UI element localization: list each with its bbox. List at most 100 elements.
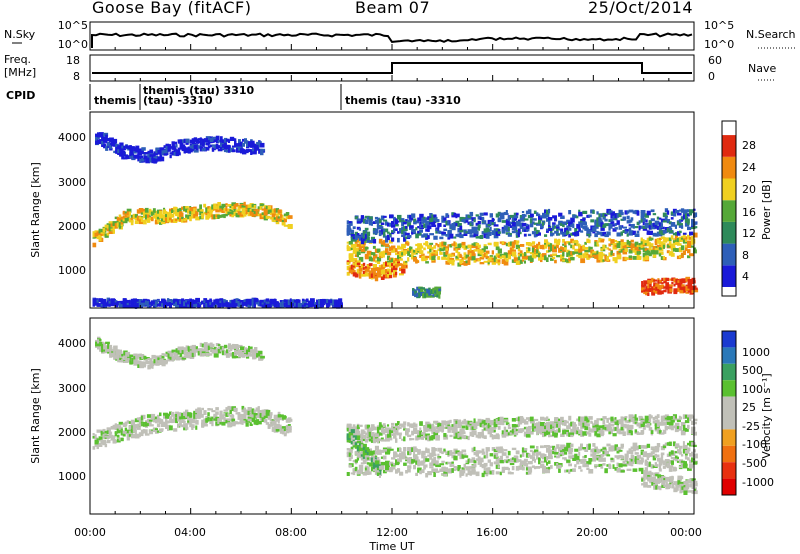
power-cell-2 <box>235 298 239 304</box>
velocity-cell-2 <box>380 461 386 466</box>
power-cell-4 <box>560 222 564 226</box>
power-cell-0 <box>140 212 143 215</box>
power-cell-1 <box>199 138 203 144</box>
velocity-cell-0 <box>227 405 231 410</box>
power-cell-3 <box>531 247 535 253</box>
power-cell-4 <box>610 221 615 224</box>
power-cell-4 <box>433 219 437 224</box>
velocity-cell-1 <box>169 352 174 356</box>
power-cell-4 <box>670 222 676 227</box>
power-cell-3 <box>576 240 579 244</box>
power-cell-3 <box>493 241 499 247</box>
power-cell-3 <box>457 262 462 267</box>
velocity-cell-2 <box>509 463 515 466</box>
power-cell-5 <box>374 272 379 276</box>
power-cell-1 <box>153 159 157 164</box>
power-cell-0 <box>132 215 137 219</box>
power-cell-3 <box>483 246 488 250</box>
power-cell-2 <box>289 298 292 303</box>
velocity-cell-0 <box>241 405 245 410</box>
velocity-cell-2 <box>536 446 539 449</box>
power-cell-2 <box>173 303 177 307</box>
power-cell-0 <box>185 208 189 213</box>
power-cell-2 <box>98 303 103 307</box>
power-cell-3 <box>441 256 447 260</box>
power-cell-4 <box>395 224 399 227</box>
power-cell-4 <box>670 211 675 215</box>
power-cell-3 <box>527 242 532 246</box>
power-cell-1 <box>197 141 201 143</box>
velocity-cell-2 <box>435 460 439 465</box>
velocity-cell-2 <box>378 461 383 466</box>
velocity-cell-0 <box>171 411 175 417</box>
power-cell-4 <box>451 225 456 231</box>
power-cell-1 <box>227 149 231 153</box>
power-cell-4 <box>562 232 566 237</box>
power-cell-4 <box>600 226 605 231</box>
velocity-cell-0 <box>201 407 204 410</box>
velocity-cell-2 <box>471 457 475 461</box>
velocity-cell-1 <box>248 345 250 351</box>
power-cell-0 <box>102 227 106 233</box>
power-cell-3 <box>405 261 408 264</box>
velocity-cell-1 <box>181 349 184 355</box>
power-cell-3 <box>497 260 501 264</box>
velocity-cell-2 <box>682 441 685 446</box>
velocity-cell-1 <box>191 350 195 354</box>
power-cell-3 <box>469 253 473 257</box>
power-cell-4 <box>620 212 624 216</box>
power-cell-6 <box>669 288 673 293</box>
velocity-cell-2 <box>435 462 438 468</box>
power-cell-1 <box>260 150 264 156</box>
power-cell-0 <box>189 206 192 209</box>
power-cell-0 <box>150 212 154 216</box>
power-cell-2 <box>251 303 254 308</box>
power-cell-3 <box>546 257 549 262</box>
velocity-cell-2 <box>459 471 465 476</box>
power-cell-6 <box>641 290 644 293</box>
power-cell-2 <box>124 301 128 305</box>
power-cell-0 <box>199 211 204 216</box>
power-cell-0 <box>225 206 228 211</box>
velocity-cell-1 <box>111 349 115 352</box>
velocity-cell-2 <box>660 457 663 462</box>
velocity-cell-0 <box>245 423 249 427</box>
velocity-cell-2 <box>648 461 651 466</box>
power-cell-4 <box>497 219 501 222</box>
power-cell-4 <box>598 213 602 218</box>
power-cell-1 <box>107 142 111 147</box>
power-cell-4 <box>403 237 406 242</box>
power-cell-6 <box>669 278 673 281</box>
velocity-cell-1 <box>175 348 179 353</box>
power-cell-4 <box>459 230 462 235</box>
power-cell-5 <box>391 268 394 273</box>
power-cell-0 <box>171 209 175 213</box>
power-cell-1 <box>177 147 181 152</box>
velocity-cell-0 <box>175 418 179 424</box>
velocity-cell-2 <box>513 455 518 458</box>
power-cell-5 <box>370 273 374 278</box>
power-cell-3 <box>491 262 496 265</box>
power-cell-1 <box>151 157 155 161</box>
power-cell-4 <box>441 215 445 219</box>
velocity-cell-2 <box>399 447 402 452</box>
velocity-cell-0 <box>165 420 170 424</box>
power-cell-0 <box>205 207 209 212</box>
velocity-cell-0 <box>247 418 252 422</box>
power-cell-3 <box>552 256 556 259</box>
velocity-cell-2 <box>509 472 514 475</box>
velocity-cell-2 <box>511 447 517 451</box>
power-cell-1 <box>145 152 150 155</box>
velocity-cell-2 <box>368 471 372 475</box>
power-cell-3 <box>407 251 411 256</box>
power-cell-4 <box>447 221 450 226</box>
power-cell-3 <box>441 241 445 247</box>
velocity-cell-1 <box>213 346 217 350</box>
velocity-cell-1 <box>177 350 181 355</box>
power-cell-2 <box>169 299 173 302</box>
power-cell-2 <box>255 298 259 303</box>
velocity-cell-0 <box>247 410 252 415</box>
power-cell-3 <box>540 253 544 257</box>
power-cell-4 <box>660 221 663 227</box>
velocity-cell-1 <box>246 350 249 355</box>
